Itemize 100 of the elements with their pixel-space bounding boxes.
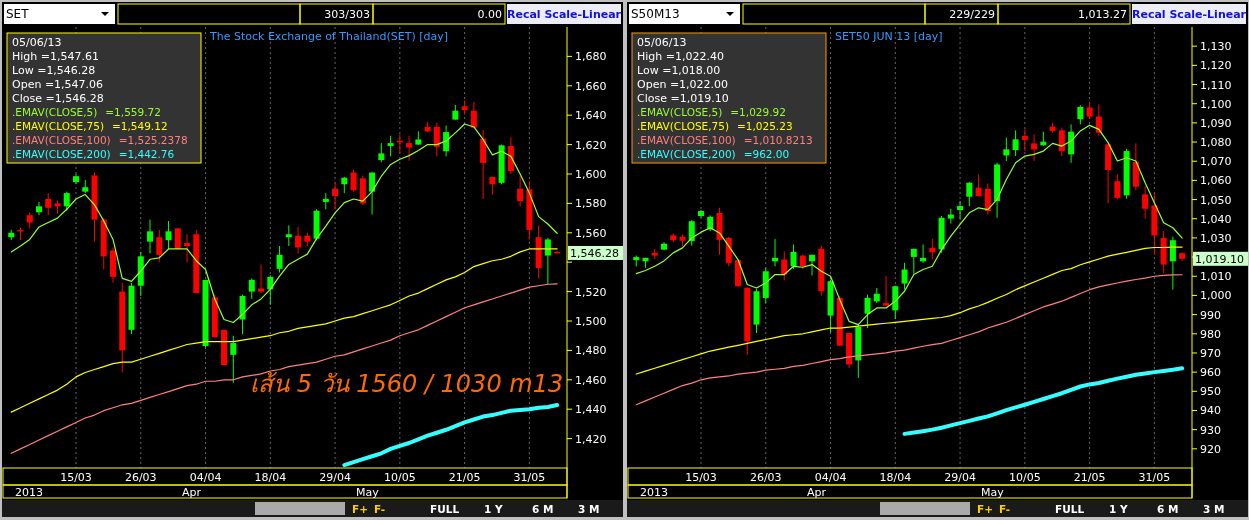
candlestick xyxy=(147,219,154,254)
x-tick-label: 18/04 xyxy=(879,471,912,484)
x-tick-label: 26/03 xyxy=(749,471,782,484)
candlestick xyxy=(1021,128,1028,152)
text: F- xyxy=(374,503,386,515)
y-tick-label: 1,090 xyxy=(1200,116,1232,130)
line-series xyxy=(902,366,1185,436)
candlestick xyxy=(544,237,551,285)
candlestick xyxy=(378,142,385,163)
annotation: Open =1,547.06 xyxy=(12,78,104,91)
y-tick-label: 1,110 xyxy=(1200,78,1232,92)
candlestick xyxy=(1031,133,1038,162)
candlestick xyxy=(957,200,964,221)
text: .EMAV(CLOSE,100) xyxy=(637,134,736,146)
candlestick xyxy=(1095,103,1102,137)
candlestick xyxy=(864,294,871,329)
candlestick xyxy=(901,262,908,291)
chart-title: SET50 JUN 13 [day] xyxy=(835,30,943,43)
y-tick-label: 1,580 xyxy=(575,197,607,211)
candlestick xyxy=(63,191,70,212)
annotation: =1,559.72 xyxy=(105,106,161,118)
text: .EMAV(CLOSE,5) xyxy=(637,106,723,118)
text: May xyxy=(981,486,1005,499)
text: Apr xyxy=(182,486,202,499)
candlestick xyxy=(433,122,440,157)
candlestick xyxy=(45,192,52,216)
x-tick-label: 31/05 xyxy=(1138,471,1171,484)
text: .EMAV(CLOSE,200) xyxy=(637,148,736,160)
candlestick xyxy=(239,294,246,335)
candlestick xyxy=(276,245,283,273)
x-tick-label: 10/05 xyxy=(383,471,416,484)
text: 0.00 xyxy=(477,8,502,21)
annotation: =1,025.23 xyxy=(737,120,793,132)
candlestick xyxy=(156,229,163,263)
text: .EMAV(CLOSE,75) xyxy=(637,120,729,132)
y-tick-label: 920 xyxy=(1200,442,1221,456)
candlestick xyxy=(1012,129,1019,157)
y-tick-label: 950 xyxy=(1200,385,1221,399)
candlestick xyxy=(387,135,394,157)
text: S50M13 xyxy=(631,7,680,21)
candlestick xyxy=(688,219,695,247)
annotation: Open =1,022.00 xyxy=(637,78,729,91)
y-tick-label: 970 xyxy=(1200,346,1221,360)
y-tick-label: 1,560 xyxy=(575,226,607,240)
text: 1,013.27 xyxy=(1078,8,1127,21)
y-tick-label: 1,680 xyxy=(575,50,607,64)
y-tick-label: 1,620 xyxy=(575,138,607,152)
candlestick xyxy=(295,226,302,254)
y-tick-label: 940 xyxy=(1200,404,1221,418)
text: .EMAV(CLOSE,100) xyxy=(12,134,111,146)
y-tick-label: 930 xyxy=(1200,423,1221,437)
candlestick xyxy=(248,277,255,300)
candlestick xyxy=(1142,185,1149,220)
candlestick xyxy=(781,250,788,281)
x-tick-label: 26/03 xyxy=(124,471,157,484)
y-tick-label: 1,030 xyxy=(1200,231,1232,245)
text: 1,019.10 xyxy=(1195,252,1244,266)
x-tick-label: 21/05 xyxy=(1073,471,1106,484)
y-tick-label: 1,660 xyxy=(575,79,607,93)
text: F+ xyxy=(977,503,993,515)
text: SET xyxy=(6,7,30,21)
text: Apr xyxy=(807,486,827,499)
text: 3 M xyxy=(578,503,600,515)
text: FULL xyxy=(430,503,460,515)
y-tick-label: 1,040 xyxy=(1200,212,1232,226)
candlestick xyxy=(184,233,191,263)
annotation: Close =1,546.28 xyxy=(12,92,104,105)
y-tick-label: 1,440 xyxy=(575,403,607,417)
y-tick-label: 1,420 xyxy=(575,432,607,446)
text: F+ xyxy=(352,503,368,515)
annotation: 05/06/13 xyxy=(637,36,687,49)
candlestick xyxy=(1169,236,1176,291)
y-tick-label: 990 xyxy=(1200,308,1221,322)
annotation: =1,525.2378 xyxy=(118,134,188,146)
y-tick-label: 1,100 xyxy=(1200,97,1232,111)
candlestick xyxy=(1114,173,1121,200)
candlestick xyxy=(975,173,982,198)
candlestick xyxy=(36,201,42,216)
text: 6 M xyxy=(532,503,554,515)
candlestick xyxy=(984,182,991,216)
y-tick-label: 980 xyxy=(1200,327,1221,341)
candlestick xyxy=(1077,104,1084,125)
text: 2013 xyxy=(640,486,668,499)
y-tick-label: 1,070 xyxy=(1200,155,1232,169)
line-series xyxy=(342,403,560,468)
annotation: Close =1,019.10 xyxy=(637,92,729,105)
annotation: =962.00 xyxy=(743,148,790,160)
text: .EMAV(CLOSE,75) xyxy=(12,120,104,132)
annotation: =1,010.8213 xyxy=(743,134,813,146)
y-tick-label: 1,480 xyxy=(575,344,607,358)
y-tick-label: 1,520 xyxy=(575,285,607,299)
x-tick-label: 04/04 xyxy=(814,471,847,484)
y-tick-label: 960 xyxy=(1200,366,1221,380)
candlestick xyxy=(1003,137,1010,162)
x-tick-label: 10/05 xyxy=(1008,471,1041,484)
x-tick-label: 29/04 xyxy=(319,471,351,484)
candlestick xyxy=(258,263,265,294)
chart-title: The Stock Exchange of Thailand(SET) [day] xyxy=(209,30,449,43)
text: 229/229 xyxy=(949,8,995,21)
annotation: 05/06/13 xyxy=(12,36,62,49)
